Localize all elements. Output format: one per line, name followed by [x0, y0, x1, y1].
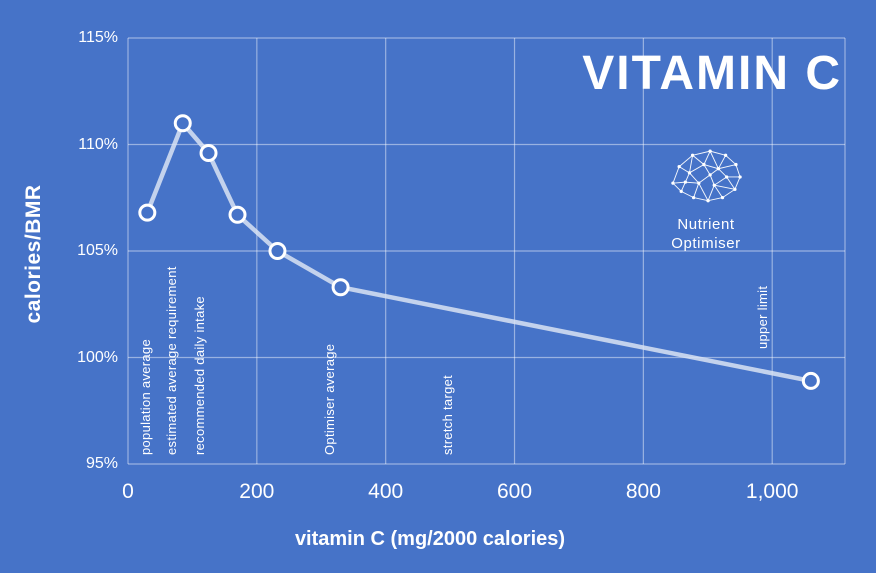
- x-tick-label: 200: [239, 480, 275, 503]
- annotation-label: stretch target: [440, 375, 456, 456]
- y-tick-label: 105%: [77, 242, 118, 259]
- annotation-label: upper limit: [754, 285, 770, 349]
- data-point-marker: [268, 242, 287, 260]
- logo-text-line2: Optimiser: [671, 235, 741, 252]
- y-tick-label: 110%: [78, 135, 118, 153]
- annotation-label: Optimiser average: [321, 344, 337, 456]
- y-tick-label: 95%: [85, 455, 118, 472]
- data-point-marker: [228, 205, 247, 224]
- x-tick-label: 800: [625, 480, 661, 503]
- data-point-marker: [173, 114, 192, 133]
- x-tick-label: 400: [368, 480, 404, 503]
- x-tick-label: 600: [496, 480, 533, 503]
- data-point-marker: [331, 278, 350, 297]
- annotation-label: recommended daily intake: [192, 296, 208, 456]
- y-tick-label: 115%: [78, 29, 118, 46]
- annotation-label: estimated average requirement: [163, 266, 179, 456]
- y-tick-label: 100%: [77, 348, 118, 366]
- nutrient-optimiser-logo: Nutrient Optimiser: [646, 146, 766, 253]
- data-point-marker: [801, 371, 820, 390]
- data-point-marker: [199, 144, 218, 163]
- x-tick-label: 0: [122, 480, 134, 503]
- y-axis-title: calories/BMR: [22, 184, 45, 324]
- brain-network-icon: [671, 149, 742, 203]
- x-axis-title: vitamin C (mg/2000 calories): [294, 528, 566, 550]
- annotation-label: population average: [138, 339, 154, 456]
- chart-title: VITAMIN C: [582, 47, 842, 100]
- logo-text-line1: Nutrient: [677, 216, 735, 233]
- data-point-marker: [138, 203, 157, 222]
- x-tick-label: 1,000: [745, 480, 799, 503]
